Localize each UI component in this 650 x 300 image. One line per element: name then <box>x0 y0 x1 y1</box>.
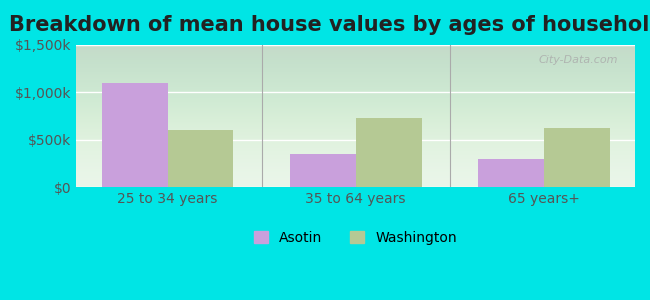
Bar <box>290 154 356 187</box>
Text: City-Data.com: City-Data.com <box>539 55 618 65</box>
Title: Breakdown of mean house values by ages of householders: Breakdown of mean house values by ages o… <box>10 15 650 35</box>
Bar <box>544 128 610 187</box>
Bar <box>478 159 544 187</box>
Bar <box>356 118 421 187</box>
Bar <box>168 130 233 187</box>
Legend: Asotin, Washington: Asotin, Washington <box>249 225 463 250</box>
Bar <box>102 83 168 187</box>
